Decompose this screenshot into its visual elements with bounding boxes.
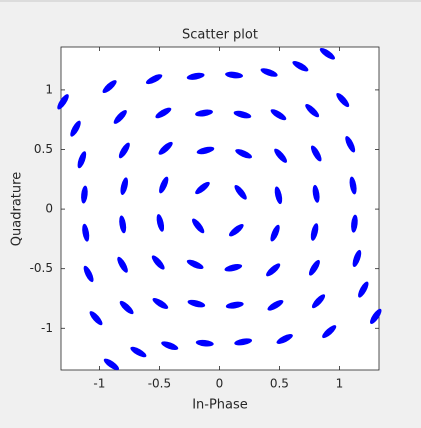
- scatter-cluster: [152, 298, 169, 309]
- axes-box: [60, 46, 380, 371]
- scatter-cluster: [192, 218, 205, 234]
- scatter-cluster: [225, 301, 244, 309]
- scatter-cluster: [260, 68, 278, 77]
- x-tick-label: 1: [336, 377, 344, 391]
- scatter-cluster: [118, 142, 130, 159]
- scatter-cluster: [145, 74, 163, 85]
- scatter-cluster: [161, 341, 179, 350]
- window-edge: [0, 0, 421, 2]
- scatter-cluster: [119, 300, 134, 315]
- scatter-cluster: [81, 185, 88, 204]
- scatter-cluster: [233, 110, 252, 119]
- scatter-cluster: [156, 214, 165, 232]
- scatter-cluster: [234, 184, 247, 200]
- scatter-cluster: [195, 109, 213, 117]
- scatter-cluster: [345, 136, 356, 153]
- scatter-cluster: [234, 338, 253, 346]
- y-tick-label: -0.5: [30, 261, 53, 275]
- scatter-cluster: [274, 148, 287, 163]
- scatter-cluster: [158, 141, 173, 155]
- scatter-cluster: [159, 176, 169, 194]
- scatter-cluster: [113, 110, 127, 124]
- scatter-cluster: [267, 299, 284, 311]
- scatter-cluster: [186, 259, 204, 270]
- x-axis-label: In-Phase: [192, 398, 248, 413]
- scatter-cluster: [89, 311, 103, 326]
- scatter-cluster: [235, 149, 252, 159]
- scatter-cluster: [351, 214, 358, 233]
- y-tick-label: 1: [45, 82, 53, 96]
- scatter-cluster: [119, 215, 127, 234]
- scatter-cluster: [336, 92, 350, 108]
- x-tick-label: 0: [216, 377, 224, 391]
- scatter-cluster: [274, 186, 283, 205]
- scatter-cluster: [120, 177, 128, 195]
- scatter-cluster: [266, 263, 281, 277]
- scatter-cluster: [310, 223, 319, 241]
- scatter-cluster: [322, 325, 337, 339]
- scatter-cluster: [130, 346, 147, 358]
- scatter-cluster: [270, 224, 280, 242]
- scatter-cluster: [57, 94, 69, 110]
- y-tick-label: -1: [41, 321, 53, 335]
- y-tick-label: 0.5: [34, 142, 53, 156]
- scatter-cluster: [311, 294, 326, 309]
- x-tick-label: -0.5: [148, 377, 171, 391]
- scatter-cluster: [358, 281, 369, 298]
- scatter-cluster: [312, 184, 320, 203]
- scatter-cluster: [155, 107, 172, 119]
- scatter-cluster: [187, 299, 206, 308]
- scatter-cluster: [83, 265, 94, 283]
- scatter-cluster: [224, 263, 243, 272]
- scatter-cluster: [270, 109, 287, 121]
- scatter-cluster: [225, 71, 243, 79]
- scatter-cluster: [292, 60, 309, 72]
- scatter-cluster: [308, 259, 320, 276]
- scatter-cluster: [195, 181, 210, 195]
- scatter-cluster: [352, 249, 362, 267]
- scatter-cluster: [151, 255, 165, 270]
- scatter-cluster: [102, 80, 117, 94]
- x-tick-label: 0.5: [270, 377, 289, 391]
- y-tick-label: 0: [45, 202, 53, 216]
- scatter-cluster: [319, 48, 336, 60]
- scatter-cluster: [305, 104, 320, 118]
- x-tick-label: -1: [93, 377, 105, 391]
- scatter-cluster: [370, 308, 382, 325]
- scatter-cluster: [117, 256, 128, 273]
- chart-title: Scatter plot: [182, 28, 258, 43]
- scatter-cluster: [229, 224, 244, 237]
- scatter-cluster: [310, 145, 322, 162]
- scatter-cluster: [82, 223, 90, 242]
- plot-marks: [57, 48, 382, 371]
- scatter-cluster: [195, 339, 214, 347]
- scatter-cluster: [276, 334, 293, 344]
- scatter-cluster: [103, 358, 120, 371]
- scatter-cluster: [77, 151, 87, 169]
- scatter-cluster: [186, 72, 205, 80]
- scatter-cluster: [70, 120, 81, 137]
- scatter-cluster: [349, 176, 357, 195]
- scatter-cluster: [196, 146, 215, 155]
- y-axis-label: Quadrature: [10, 172, 25, 246]
